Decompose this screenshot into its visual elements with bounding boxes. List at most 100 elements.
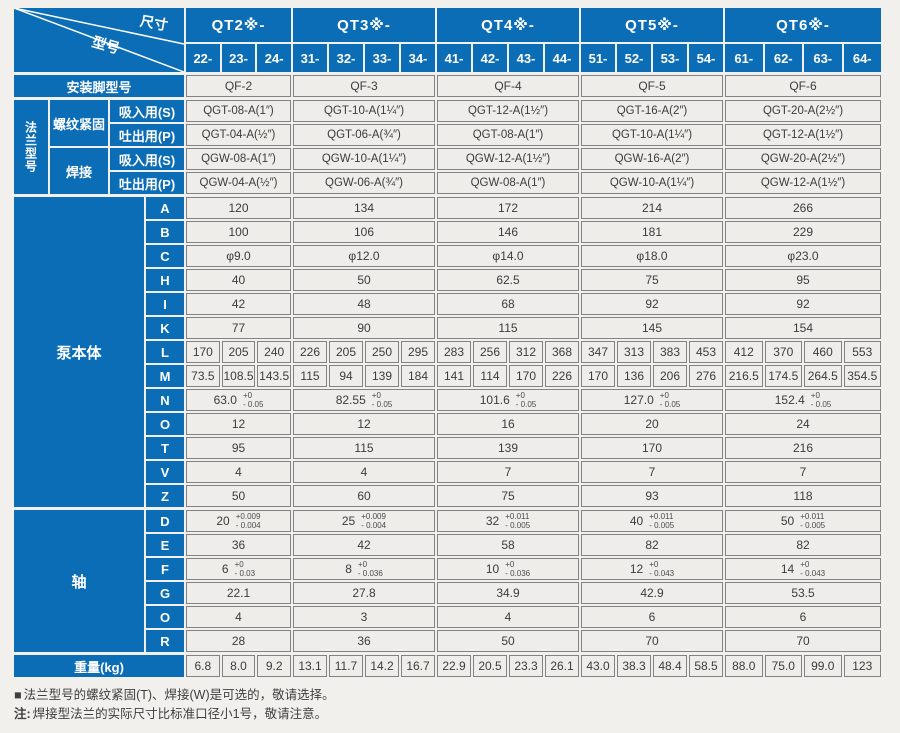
dimension-row: L 170 205 240 226 205 250 295 283 256 312 368 347 313… [146,341,881,363]
sub-header: 52- [617,44,651,72]
flange-label: 法兰型号 [14,100,48,194]
sub-header: 41- [437,44,471,72]
sub-header: 62- [764,44,802,72]
sub-header: 61- [725,44,763,72]
data-cell: 95 [186,437,291,459]
data-cell: 12 [293,413,435,435]
data-cell: QGT-20-A(2½″) [725,100,881,122]
column-group: 61- 62- 63- 64- [725,44,881,72]
data-cell: 143.5 [257,365,292,387]
data-cell: 553 [843,341,881,363]
tolerance-stack: +0- 0.036 [358,560,383,578]
data-cell: QGT-16-A(2″) [581,100,723,122]
data-cell: 16.7 [401,655,435,677]
data-cell: QGT-06-A(¾″) [293,124,435,146]
column-group: 31- 32- 33- 34- [293,44,435,72]
flange-method-label: 螺纹紧固 [50,100,108,146]
row-letter: E [146,534,184,556]
data-cell: 24 [725,413,881,435]
data-cell: 216.5 [725,365,763,387]
data-cell: 141 [437,365,471,387]
data-cell: 22.1 [186,582,291,604]
data-cell: 73.5 [186,365,220,387]
row-letter: R [146,630,184,652]
dimension-row: N 63.0 +0- 0.05 82.55 +0- 0.05 101.6 +0- 0.05 1… [146,389,881,411]
dimension-value: 152.4 [774,393,805,407]
data-cell: 170 [186,341,220,363]
column-group: 141 114 170 226 [437,365,579,387]
data-cell: 16 [437,413,579,435]
sub-header: 32- [329,44,363,72]
column-group: 216.5 174.5 264.5 354.5 [725,365,881,387]
tolerance-lower: - 0.05 [659,400,681,409]
row-letter: C [146,245,184,267]
data-cell: 4 [186,606,291,628]
footnote: ■ 法兰型号的螺纹紧固(T)、焊接(W)是可选的，敬请选择。 [14,686,900,705]
column-group: 6.8 8.0 9.2 [186,655,292,677]
data-cell: 118 [725,485,881,507]
data-cell: QGT-04-A(½″) [186,124,291,146]
flange-row: 吸入用(S) QGW-08-A(1″) QGW-10-A(1¼″) QGW-12-A(… [110,148,881,170]
data-cell: 383 [653,341,687,363]
row-letter: F [146,558,184,580]
data-cell: 25 +0.009- 0.004 [293,510,435,532]
tolerance-stack: +0- 0.043 [800,560,825,578]
data-cell: 27.8 [293,582,435,604]
data-cell: QGW-08-A(1″) [186,148,291,170]
dimension-value: 20 [216,514,230,528]
data-cell: 7 [581,461,723,483]
column-group: 283 256 312 368 [437,341,579,363]
tolerance-upper: +0 [234,559,244,569]
sub-header: 54- [689,44,723,72]
data-cell: 264.5 [804,365,842,387]
dimension-value: 12 [629,562,644,576]
data-cell: 460 [804,341,842,363]
dimension-row: A 120 134 172 214 266 [146,197,881,219]
tolerance-lower: - 0.043 [800,569,826,578]
weight-label: 重量(kg) [14,655,184,677]
data-cell: 13.1 [293,655,327,677]
data-cell: 226 [293,341,327,363]
tolerance-upper: +0.011 [649,511,674,521]
data-cell: 205 [221,341,256,363]
data-cell: QGW-12-A(1½″) [725,172,881,194]
data-cell: 170 [581,365,615,387]
data-cell: 75 [437,485,579,507]
data-cell: 82.55 +0- 0.05 [293,389,435,411]
data-cell: 172 [437,197,579,219]
data-cell: QGW-10-A(1¼″) [581,172,723,194]
dimension-row: F 6 +0- 0.03 8 +0- 0.036 10 +0- 0.036 12 +0- 0.0… [146,558,881,580]
data-cell: 347 [581,341,615,363]
sub-header: 22- [186,44,220,72]
data-cell: 206 [653,365,687,387]
data-cell: φ12.0 [293,245,435,267]
data-cell: 8.0 [221,655,256,677]
data-cell: 50 [293,269,435,291]
row-letter: G [146,582,184,604]
flange-section: 法兰型号 螺纹紧固 焊接 吸入用(S) QGT-08-A(1″) QGT-10-A(1¼″… [14,100,881,194]
data-cell: 42 [293,534,435,556]
flange-port-label: 吐出用(P) [110,124,184,146]
data-cell: 115 [293,365,327,387]
tolerance-lower: - 0.036 [357,569,383,578]
data-cell: 295 [401,341,435,363]
sub-header: 31- [293,44,327,72]
sub-header: 42- [473,44,507,72]
tolerance-lower: - 0.05 [810,400,832,409]
data-cell: 115 [437,317,579,339]
data-cell: 50 +0.011- 0.005 [725,510,881,532]
data-cell: 412 [725,341,763,363]
data-cell: QF-6 [725,75,881,97]
column-group: 226 205 250 295 [293,341,435,363]
data-cell: 108.5 [221,365,256,387]
row-letter: D [146,510,184,532]
data-cell: QGW-12-A(1½″) [437,148,579,170]
dimension-value: 63.0 [213,393,237,407]
data-cell: 3 [293,606,435,628]
data-cell: 82 [581,534,723,556]
flange-row: 吸入用(S) QGT-08-A(1″) QGT-10-A(1¼″) QGT-12-A(… [110,100,881,122]
tolerance-stack: +0- 0.05 [660,391,680,409]
